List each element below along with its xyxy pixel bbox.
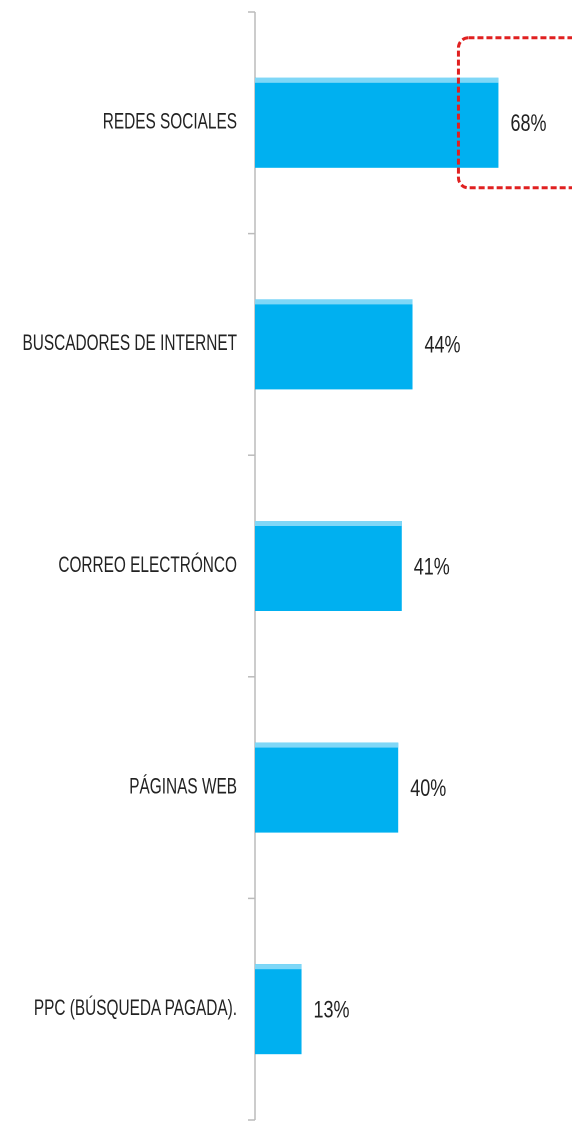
category-label-group: BUSCADORES DE INTERNET	[22, 332, 237, 356]
value-label-group: 13%	[314, 997, 350, 1023]
category-label: PPC (BÚSQUEDA PAGADA).	[34, 995, 237, 1020]
bar	[255, 299, 413, 390]
highlight-box	[456, 36, 572, 190]
bar-highlight	[255, 77, 499, 83]
category-label: REDES SOCIALES	[103, 110, 237, 134]
category-label-group: REDES SOCIALES	[103, 110, 237, 134]
value-label-group: 40%	[410, 776, 446, 802]
bar	[255, 77, 499, 168]
value-label: 13%	[314, 997, 350, 1023]
value-label: 41%	[414, 554, 450, 580]
category-label-group: PPC (BÚSQUEDA PAGADA).	[34, 995, 237, 1020]
category-label: BUSCADORES DE INTERNET	[22, 332, 237, 356]
category-label: CORREO ELECTRÓNCO	[58, 552, 237, 577]
bar-highlight	[255, 299, 413, 305]
bar-highlight	[255, 742, 399, 748]
bar	[255, 964, 302, 1055]
value-label: 44%	[425, 332, 461, 358]
value-label: 68%	[510, 111, 546, 137]
category-label-group: CORREO ELECTRÓNCO	[58, 552, 237, 577]
category-label: PÁGINAS WEB	[129, 775, 237, 799]
bar	[255, 521, 402, 611]
bar	[255, 742, 399, 833]
value-label-group: 68%	[510, 111, 546, 137]
category-label-group: PÁGINAS WEB	[129, 775, 237, 799]
bar-highlight	[255, 964, 302, 970]
bar-highlight	[255, 521, 402, 526]
value-label-group: 44%	[425, 332, 461, 358]
value-label: 40%	[410, 776, 446, 802]
value-label-group: 41%	[414, 554, 450, 580]
